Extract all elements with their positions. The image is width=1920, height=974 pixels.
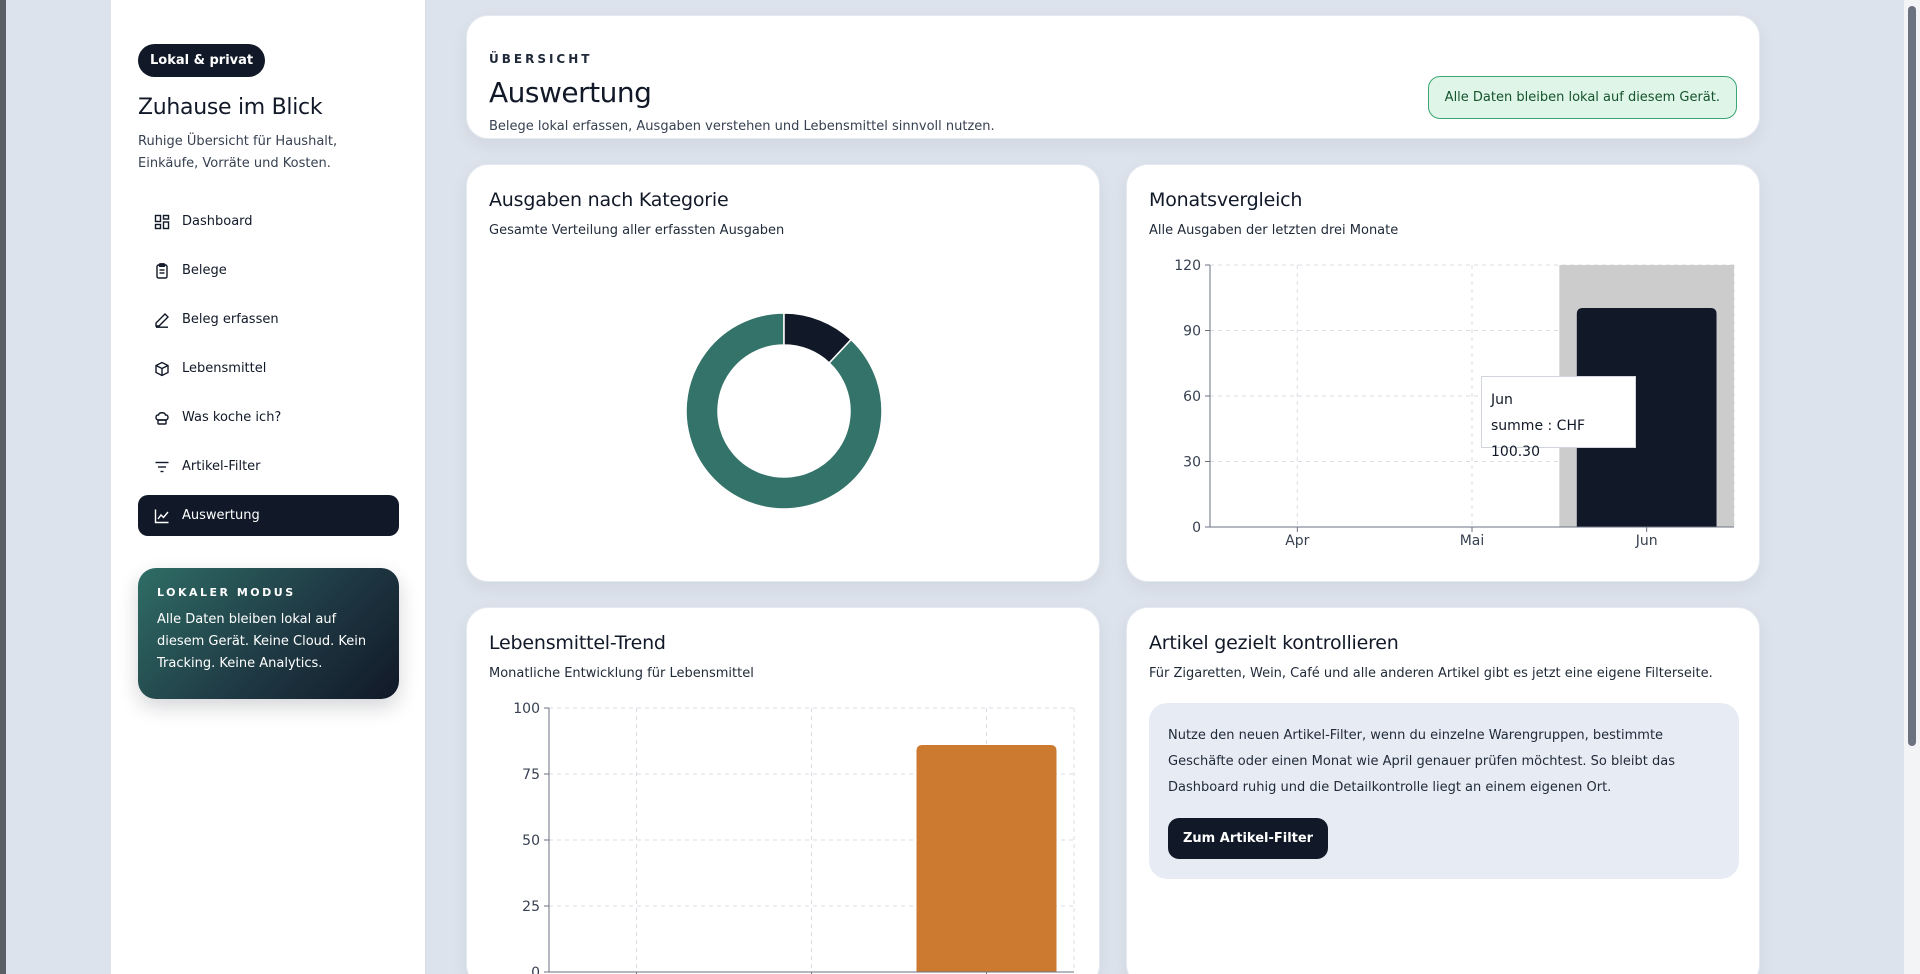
y-tick-label: 90 bbox=[1183, 324, 1201, 340]
x-tick-label: Mai bbox=[1460, 533, 1485, 549]
sidebar-item-label: Beleg erfassen bbox=[182, 312, 279, 327]
sidebar-item-label: Dashboard bbox=[182, 214, 253, 229]
y-tick-label: 60 bbox=[1183, 389, 1201, 405]
chef-hat-icon bbox=[154, 410, 170, 426]
bar bbox=[1576, 308, 1717, 527]
y-tick-label: 0 bbox=[531, 965, 540, 974]
chart-line-icon bbox=[154, 508, 170, 524]
scrollbar-thumb[interactable] bbox=[1908, 6, 1916, 746]
page-header: ÜBERSICHT Auswertung Belege lokal erfass… bbox=[466, 15, 1760, 139]
monthly-bar-chart: 0 30 60 90 120 Apr Mai Jun bbox=[1174, 258, 1735, 549]
trend-bar-chart: 0 25 50 75 100 bbox=[513, 701, 1075, 974]
pencil-icon bbox=[154, 312, 170, 328]
local-mode-card: LOKALER MODUS Alle Daten bleiben lokal a… bbox=[138, 568, 399, 699]
privacy-status-badge: Alle Daten bleiben lokal auf diesem Gerä… bbox=[1427, 76, 1737, 119]
x-tick-label: Apr bbox=[1285, 533, 1309, 549]
y-tick-label: 25 bbox=[522, 899, 540, 915]
sidebar-item-beleg-erfassen[interactable]: Beleg erfassen bbox=[138, 299, 399, 340]
monthly-card-subtitle: Alle Ausgaben der letzten drei Monate bbox=[1149, 223, 1399, 238]
x-tick-label: Jun bbox=[1635, 533, 1658, 549]
trend-card: Lebensmittel-Trend Monatliche Entwicklun… bbox=[466, 607, 1100, 974]
y-tick-label: 30 bbox=[1183, 455, 1201, 471]
bar bbox=[916, 744, 1057, 972]
donut-slice bbox=[685, 312, 883, 510]
sidebar-item-label: Belege bbox=[182, 263, 227, 278]
chart-tooltip: Jun summe : CHF 100.30 bbox=[1481, 376, 1636, 460]
filter-hint-box: Nutze den neuen Artikel-Filter, wenn du … bbox=[1149, 703, 1739, 879]
y-tick-label: 100 bbox=[513, 701, 540, 717]
category-card-title: Ausgaben nach Kategorie bbox=[489, 189, 729, 211]
sidebar: Lokal & privat Zuhause im Blick Ruhige Ü… bbox=[111, 0, 426, 974]
sidebar-item-label: Lebensmittel bbox=[182, 361, 267, 376]
sidebar-item-was-koche-ich[interactable]: Was koche ich? bbox=[138, 397, 399, 438]
sidebar-item-dashboard[interactable]: Dashboard bbox=[138, 201, 399, 242]
filter-card-subtitle: Für Zigaretten, Wein, Café und alle ande… bbox=[1149, 666, 1713, 681]
page-eyebrow: ÜBERSICHT bbox=[489, 52, 593, 66]
donut-slice bbox=[783, 312, 853, 364]
receipt-icon bbox=[154, 262, 170, 279]
sidebar-item-auswertung[interactable]: Auswertung bbox=[138, 495, 399, 536]
sidebar-item-artikel-filter[interactable]: Artikel-Filter bbox=[138, 446, 399, 487]
filter-icon bbox=[154, 459, 170, 475]
category-donut-chart bbox=[685, 312, 883, 510]
tooltip-month: Jun bbox=[1491, 392, 1513, 408]
y-tick-label: 75 bbox=[522, 767, 540, 783]
filter-card: Artikel gezielt kontrollieren Für Zigare… bbox=[1126, 607, 1760, 974]
y-tick-label: 50 bbox=[522, 833, 540, 849]
sidebar-item-label: Artikel-Filter bbox=[182, 459, 261, 474]
sidebar-item-belege[interactable]: Belege bbox=[138, 250, 399, 291]
privacy-badge: Lokal & privat bbox=[138, 44, 266, 77]
monthly-card-title: Monatsvergleich bbox=[1149, 189, 1303, 211]
local-mode-text: Alle Daten bleiben lokal auf diesem Gerä… bbox=[157, 612, 367, 671]
monthly-card: Monatsvergleich Alle Ausgaben der letzte… bbox=[1126, 164, 1760, 582]
filter-hint-text: Nutze den neuen Artikel-Filter, wenn du … bbox=[1168, 728, 1675, 795]
category-card: Ausgaben nach Kategorie Gesamte Verteilu… bbox=[466, 164, 1100, 582]
y-tick-label: 120 bbox=[1174, 258, 1201, 274]
scrollbar-track[interactable] bbox=[1904, 0, 1920, 974]
local-mode-title: LOKALER MODUS bbox=[157, 586, 296, 599]
y-tick-label: 0 bbox=[1192, 520, 1201, 536]
app-subtitle: Ruhige Übersicht für Haushalt, Einkäufe,… bbox=[138, 134, 338, 171]
tooltip-value: summe : CHF 100.30 bbox=[1491, 418, 1586, 460]
box-icon bbox=[154, 361, 170, 377]
trend-card-title: Lebensmittel-Trend bbox=[489, 632, 666, 654]
page-title: Auswertung bbox=[489, 76, 652, 109]
sidebar-item-label: Was koche ich? bbox=[182, 410, 282, 425]
sidebar-item-lebensmittel[interactable]: Lebensmittel bbox=[138, 348, 399, 389]
trend-card-subtitle: Monatliche Entwicklung für Lebensmittel bbox=[489, 666, 754, 681]
dashboard-icon bbox=[154, 214, 170, 230]
filter-card-title: Artikel gezielt kontrollieren bbox=[1149, 632, 1399, 654]
app-title: Zuhause im Blick bbox=[138, 95, 323, 120]
page-subtitle: Belege lokal erfassen, Ausgaben verstehe… bbox=[489, 119, 995, 134]
sidebar-nav: Dashboard Belege Beleg erfassen Lebensmi… bbox=[138, 201, 399, 544]
artikel-filter-button[interactable]: Zum Artikel-Filter bbox=[1168, 818, 1329, 859]
window-edge bbox=[0, 0, 6, 974]
category-card-subtitle: Gesamte Verteilung aller erfassten Ausga… bbox=[489, 223, 785, 238]
sidebar-item-label: Auswertung bbox=[182, 508, 260, 523]
